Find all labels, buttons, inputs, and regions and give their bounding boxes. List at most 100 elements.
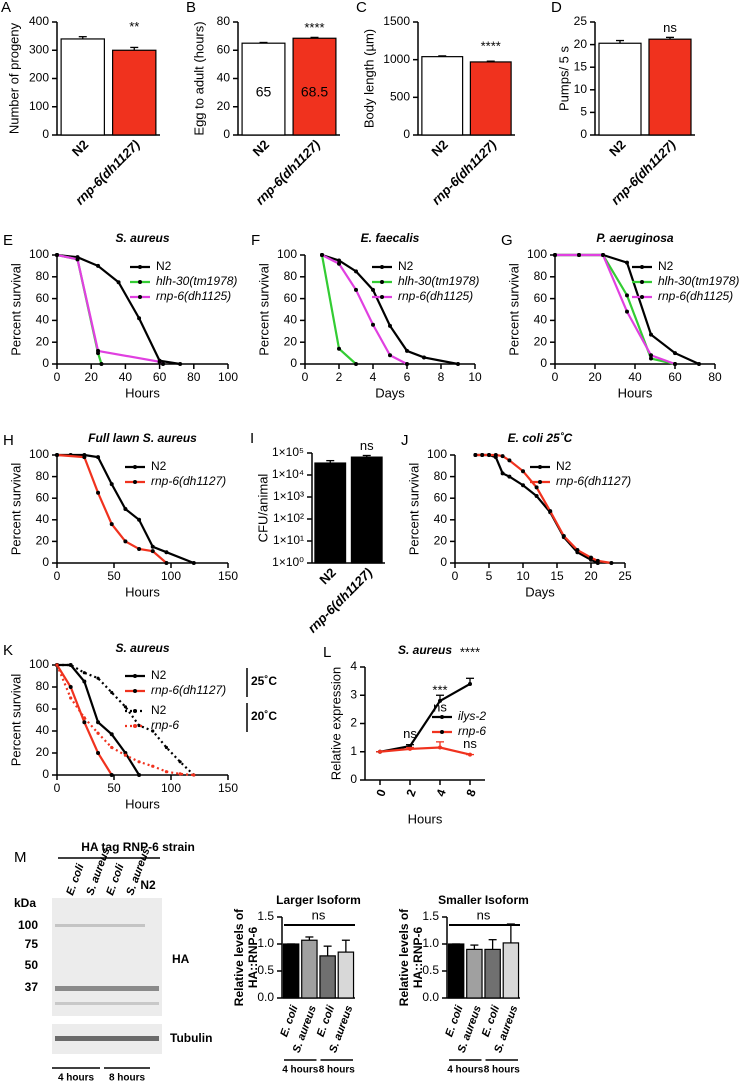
point	[96, 490, 101, 495]
point	[553, 253, 557, 257]
point	[575, 548, 580, 553]
bar	[241, 42, 286, 136]
bar	[350, 456, 383, 564]
legend-dot	[380, 265, 384, 269]
point	[589, 555, 593, 560]
point	[405, 348, 409, 353]
legend-label: rnp-6(dh1125)	[398, 289, 473, 303]
panel-letter: G	[501, 232, 513, 249]
point	[468, 681, 472, 686]
y-tick-label: 40	[534, 313, 548, 327]
panel-letter: C	[356, 0, 367, 16]
series-line	[56, 253, 164, 365]
x-tick-label: 40	[628, 370, 642, 384]
point	[116, 280, 121, 285]
point	[320, 253, 324, 257]
x-tick-label: 50	[107, 569, 121, 583]
x-tick-label: 10	[516, 569, 530, 583]
point	[109, 522, 114, 527]
y-axis-label: Pumps/ 5 s	[556, 45, 571, 111]
legend-group-label: 25˚C	[251, 674, 277, 688]
y-axis-label: HA::RNP-6	[246, 927, 260, 989]
panel-letter: A	[1, 0, 11, 16]
y-tick-label: 40	[36, 723, 50, 737]
legend-dot	[133, 674, 137, 678]
x-tick-label: N2	[428, 137, 450, 159]
y-tick-label: 60	[534, 291, 548, 305]
x-tick-label: 80	[187, 370, 201, 384]
significance-label: ns	[477, 907, 491, 922]
y-tick-label: 80	[36, 679, 50, 693]
chart-title: E. faecalis	[361, 231, 420, 245]
series-line	[321, 254, 408, 365]
bar	[484, 948, 501, 999]
y-tick-label: 40	[434, 512, 448, 526]
marker-label: 50	[25, 958, 39, 972]
x-axis-label: Hours	[125, 584, 160, 599]
y-axis-label: Percent survival	[256, 263, 271, 356]
point	[625, 293, 629, 298]
point	[164, 550, 169, 555]
y-tick-label: 60	[36, 291, 50, 305]
x-tick-label: 60	[668, 370, 682, 384]
y-axis-label: Percent survival	[506, 263, 521, 356]
significance-label: ****	[304, 20, 324, 35]
legend-dot	[138, 280, 142, 284]
chart-title: E. coli 25˚C	[508, 431, 573, 445]
x-tick-label: 150	[218, 569, 238, 583]
point	[649, 332, 653, 337]
y-tick-label: 1.5	[257, 909, 274, 923]
point	[151, 764, 155, 768]
legend-label: hlh-30(tm1978)	[658, 274, 739, 288]
bar	[447, 943, 465, 999]
point	[534, 494, 539, 499]
point	[55, 453, 59, 457]
y-tick-label: 1000	[383, 52, 410, 66]
bar	[469, 61, 512, 136]
series-line	[379, 746, 471, 756]
data-label: 65	[256, 84, 272, 100]
x-axis-label: Hours	[618, 385, 653, 400]
y-tick-label: 3	[350, 687, 357, 701]
point	[191, 561, 196, 565]
group-label: 4 hours	[282, 1065, 319, 1076]
point	[82, 679, 87, 684]
band-label: Tubulin	[170, 1031, 212, 1045]
point	[601, 253, 605, 257]
legend-dot	[133, 724, 137, 728]
lane-label: E. coli	[104, 862, 127, 897]
x-tick-label: 60	[153, 370, 167, 384]
point	[405, 362, 409, 366]
legend-label: N2	[151, 668, 167, 682]
legend-dot	[138, 295, 142, 299]
y-axis-label: Egg to adult (hours)	[191, 21, 206, 135]
y-tick-label: 0.5	[257, 963, 274, 977]
point	[96, 263, 101, 268]
y-tick-label: 20	[284, 334, 298, 348]
point	[480, 453, 485, 457]
bar	[648, 38, 692, 136]
point	[473, 453, 478, 457]
x-tick-label: N2	[69, 137, 91, 159]
point	[137, 760, 141, 764]
point	[534, 485, 539, 490]
point	[371, 322, 375, 327]
blot-image	[52, 898, 162, 1016]
time-label: 8 hours	[109, 1073, 146, 1083]
y-tick-label: 100	[427, 447, 447, 461]
point	[337, 346, 341, 351]
bar	[421, 56, 464, 136]
series-line	[555, 253, 676, 366]
legend-group-label: 20˚C	[251, 709, 277, 723]
x-tick-label: 25	[618, 569, 632, 583]
y-tick-label: 0.0	[257, 990, 274, 1004]
y-tick-label: 1×10³	[273, 489, 304, 503]
legend-dot	[138, 265, 142, 269]
series-line	[475, 453, 612, 565]
blot-band	[55, 986, 159, 991]
x-tick-label: 2	[336, 370, 343, 384]
point	[507, 458, 512, 463]
y-tick-label: 5	[580, 105, 587, 119]
x-tick-label: N2	[606, 137, 628, 159]
y-tick-label: 2	[350, 716, 357, 730]
